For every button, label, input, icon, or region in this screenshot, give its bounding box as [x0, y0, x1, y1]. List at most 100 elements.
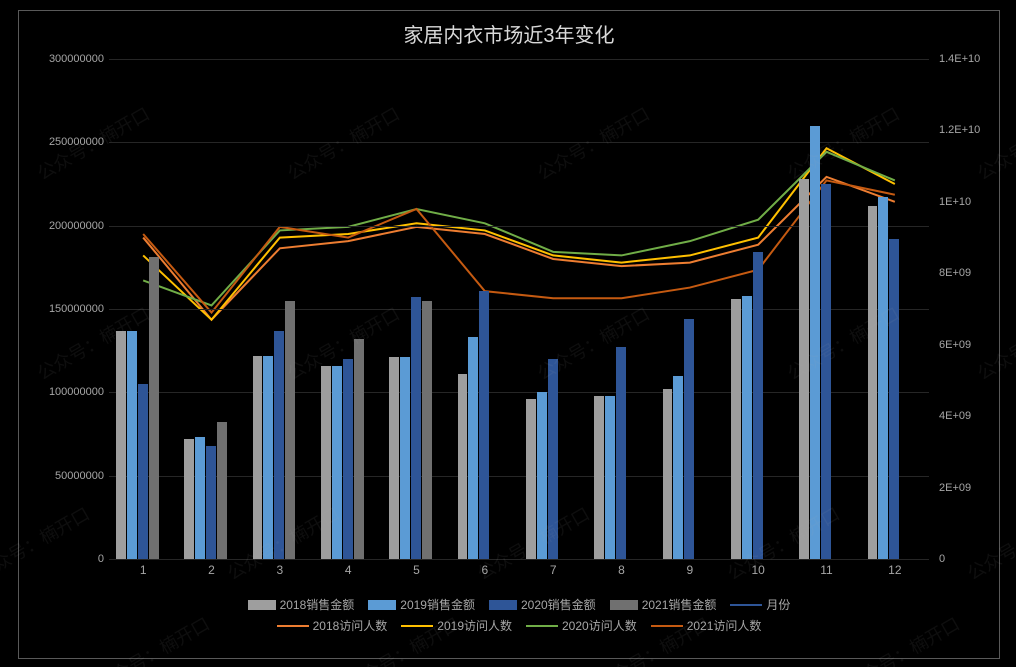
x-tick-label: 3 [276, 563, 283, 577]
bar-group [116, 59, 171, 559]
bar-2020销售金额 [343, 359, 353, 559]
bar-group [389, 59, 444, 559]
bar-2018销售金额 [868, 206, 878, 559]
bar-2020销售金额 [821, 184, 831, 559]
legend-swatch [248, 600, 276, 610]
bar-2019销售金额 [810, 126, 820, 559]
y-left-axis-labels: 0500000001000000001500000002000000002500… [19, 59, 104, 559]
y-right-axis-labels: 02E+094E+096E+098E+091E+101.2E+101.4E+10 [939, 59, 999, 559]
plot-area [109, 59, 929, 560]
y-left-tick-label: 250000000 [19, 136, 104, 148]
bar-2018销售金额 [458, 374, 468, 559]
bar-2019销售金额 [127, 331, 137, 559]
legend: 2018销售金额2019销售金额2020销售金额2021销售金额月份 2018访… [109, 596, 929, 638]
y-left-tick-label: 150000000 [19, 303, 104, 315]
legend-label: 2019销售金额 [400, 596, 475, 613]
legend-item: 2019访问人数 [401, 617, 512, 634]
bar-group [184, 59, 239, 559]
legend-label: 2020访问人数 [562, 617, 637, 634]
bar-group [663, 59, 718, 559]
legend-label: 2019访问人数 [437, 617, 512, 634]
x-tick-label: 8 [618, 563, 625, 577]
legend-label: 月份 [766, 596, 790, 613]
legend-swatch [277, 625, 309, 627]
bar-2020销售金额 [411, 297, 421, 559]
legend-row-2: 2018访问人数2019访问人数2020访问人数2021访问人数 [109, 617, 929, 634]
legend-item: 月份 [730, 596, 790, 613]
y-right-tick-label: 1.4E+10 [939, 53, 999, 65]
y-left-tick-label: 50000000 [19, 470, 104, 482]
bar-2018销售金额 [799, 179, 809, 559]
bar-2019销售金额 [878, 197, 888, 559]
bar-2018销售金额 [731, 299, 741, 559]
bar-2019销售金额 [742, 296, 752, 559]
x-tick-label: 4 [345, 563, 352, 577]
legend-label: 2021销售金额 [642, 596, 717, 613]
bar-2018销售金额 [663, 389, 673, 559]
x-axis-labels: 123456789101112 [109, 563, 929, 583]
bar-2018销售金额 [321, 366, 331, 559]
y-right-tick-label: 1.2E+10 [939, 124, 999, 136]
x-tick-label: 7 [550, 563, 557, 577]
y-left-tick-label: 200000000 [19, 220, 104, 232]
legend-swatch [526, 625, 558, 627]
bar-2020销售金额 [889, 239, 899, 559]
bar-group [321, 59, 376, 559]
bar-2019销售金额 [332, 366, 342, 559]
bar-2018销售金额 [526, 399, 536, 559]
bar-2021销售金额 [422, 301, 432, 559]
bar-2018销售金额 [184, 439, 194, 559]
bar-group [594, 59, 649, 559]
bar-2019销售金额 [605, 396, 615, 559]
x-tick-label: 12 [888, 563, 901, 577]
x-tick-label: 1 [140, 563, 147, 577]
bar-2018销售金额 [389, 357, 399, 559]
bar-group [868, 59, 923, 559]
bar-2019销售金额 [673, 376, 683, 559]
y-right-tick-label: 0 [939, 553, 999, 565]
legend-label: 2018销售金额 [280, 596, 355, 613]
x-tick-label: 11 [820, 563, 832, 577]
y-right-tick-label: 1E+10 [939, 196, 999, 208]
legend-label: 2021访问人数 [687, 617, 762, 634]
legend-swatch [401, 625, 433, 627]
bar-2018销售金额 [594, 396, 604, 559]
y-right-tick-label: 4E+09 [939, 410, 999, 422]
bar-group [526, 59, 581, 559]
bar-2019销售金额 [195, 437, 205, 559]
bar-2020销售金额 [138, 384, 148, 559]
y-left-tick-label: 300000000 [19, 53, 104, 65]
legend-item: 2018销售金额 [248, 596, 355, 613]
x-tick-label: 5 [413, 563, 420, 577]
x-tick-label: 6 [481, 563, 488, 577]
bar-2020销售金额 [684, 319, 694, 559]
bar-2020销售金额 [274, 331, 284, 559]
y-right-tick-label: 6E+09 [939, 339, 999, 351]
legend-item: 2020访问人数 [526, 617, 637, 634]
bar-group [458, 59, 513, 559]
bar-group [799, 59, 854, 559]
bar-2020销售金额 [479, 291, 489, 559]
y-right-tick-label: 8E+09 [939, 267, 999, 279]
chart-title: 家居内衣市场近3年变化 [19, 19, 999, 48]
legend-swatch [368, 600, 396, 610]
gridline [109, 559, 929, 560]
bar-2019销售金额 [263, 356, 273, 559]
legend-swatch [730, 604, 762, 606]
x-tick-label: 9 [686, 563, 693, 577]
y-left-tick-label: 0 [19, 553, 104, 565]
legend-swatch [610, 600, 638, 610]
bar-2020销售金额 [206, 446, 216, 559]
bar-2021销售金额 [149, 257, 159, 559]
bar-2018销售金额 [116, 331, 126, 559]
bar-2021销售金额 [217, 422, 227, 559]
legend-item: 2019销售金额 [368, 596, 475, 613]
bar-group [253, 59, 308, 559]
bar-2021销售金额 [354, 339, 364, 559]
legend-label: 2020销售金额 [521, 596, 596, 613]
x-tick-label: 10 [751, 563, 764, 577]
chart-container: 家居内衣市场近3年变化 0500000001000000001500000002… [18, 10, 1000, 659]
bar-group [731, 59, 786, 559]
bar-2020销售金额 [616, 347, 626, 559]
bar-2019销售金额 [400, 357, 410, 559]
